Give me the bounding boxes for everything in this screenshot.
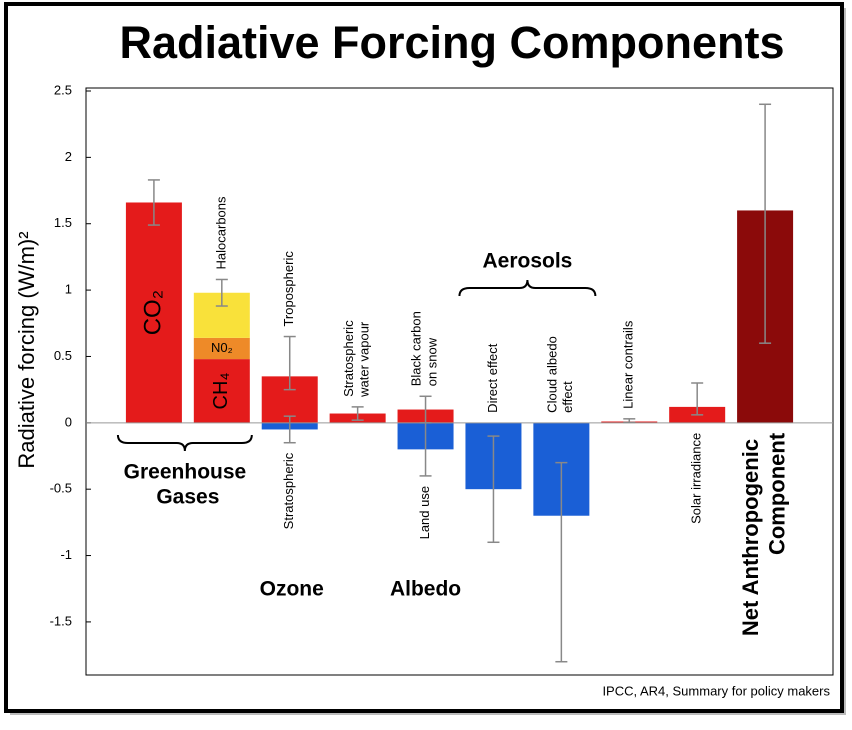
chart-title: Radiative Forcing Components — [119, 17, 784, 68]
group-brace — [116, 434, 253, 452]
error-bar — [351, 406, 364, 421]
y-tick-label: -0.5 — [50, 481, 72, 496]
error-bar — [283, 335, 296, 391]
error-bar — [419, 422, 432, 477]
bar-label: Halocarbons — [213, 196, 228, 269]
y-tick-label: 2.5 — [54, 82, 72, 97]
bar-label: Net Anthropogenic Component — [738, 432, 789, 636]
y-tick-label: 1.5 — [54, 215, 72, 230]
error-bar — [215, 278, 228, 307]
group-label: Aerosols — [482, 250, 572, 273]
y-axis-label: Radiative forcing (W/m)² — [14, 231, 39, 468]
error-bar — [487, 435, 500, 544]
error-bar — [555, 461, 568, 663]
bar-segment — [125, 202, 182, 423]
bar-label: Stratospheric water vapour — [341, 317, 372, 398]
bar-label: Black carbon on snow — [409, 308, 440, 387]
y-tick-label: -1.5 — [50, 613, 72, 628]
bar-label: Solar irradiance — [689, 433, 704, 524]
y-tick-label: 2 — [65, 149, 72, 164]
bar-label: Direct effect — [485, 343, 500, 413]
plot-frame — [85, 87, 834, 676]
bar-segment — [193, 359, 250, 423]
error-bar — [759, 103, 772, 344]
y-tick-label: 1 — [65, 282, 72, 297]
bar-label: CH₄ — [210, 372, 232, 409]
group-label: Ozone — [260, 578, 324, 601]
bar-label: Stratospheric — [281, 452, 296, 529]
bar-label: Cloud albedo effect — [545, 333, 576, 413]
error-bar — [283, 415, 296, 444]
bar-label: CO₂ — [139, 290, 166, 335]
error-bar — [623, 418, 636, 424]
group-label: Albedo — [390, 578, 461, 601]
group-label: Greenhouse Gases — [124, 460, 252, 508]
bar-segment — [193, 337, 250, 360]
y-tick-label: -1 — [60, 547, 72, 562]
error-bar — [691, 382, 704, 416]
error-bar — [147, 179, 160, 226]
bar-label: N0₂ — [211, 340, 233, 355]
bar-label: Tropospheric — [281, 251, 296, 327]
y-tick-label: 0.5 — [54, 348, 72, 363]
y-tick-label: 0 — [65, 414, 72, 429]
bar-label: Linear contrails — [621, 320, 636, 409]
bar-label: Land use — [417, 486, 432, 539]
source-note: IPCC, AR4, Summary for policy makers — [602, 683, 830, 698]
group-brace — [458, 279, 597, 297]
